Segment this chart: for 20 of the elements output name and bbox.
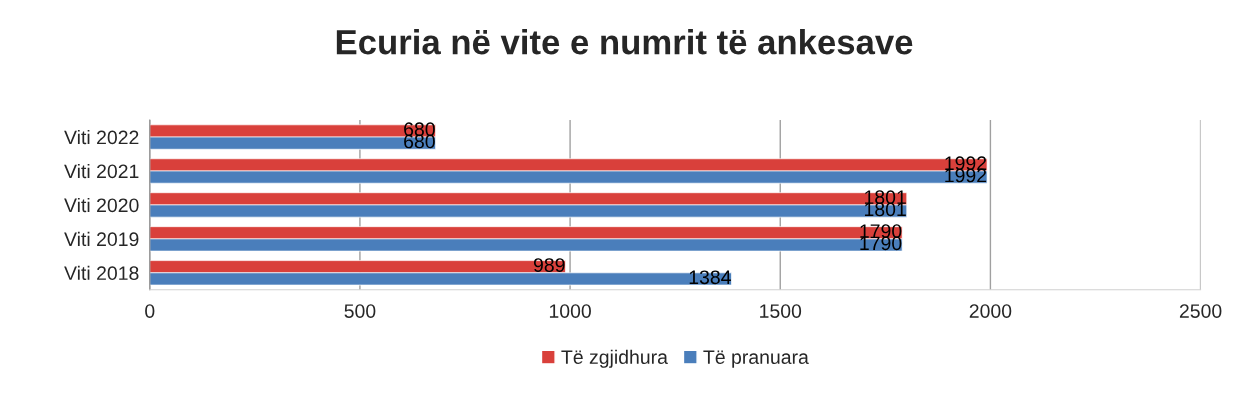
legend-label: Të zgjidhura (561, 349, 668, 368)
x-tick-label: 0 (145, 304, 155, 318)
data-label: 989 (533, 258, 565, 272)
chart-title: Ecuria në vite e numrit të ankesave (336, 28, 913, 55)
x-tick-label: 500 (344, 304, 376, 318)
data-label: 1801 (865, 202, 906, 217)
x-tick-label: 2500 (1179, 304, 1222, 318)
y-tick-label: Viti 2019 (64, 231, 139, 247)
y-tick-label: Viti 2018 (64, 265, 139, 281)
legend-label: Të pranuara (703, 350, 809, 368)
y-tick-label: Viti 2021 (64, 163, 139, 179)
x-tick-label: 1000 (549, 304, 591, 318)
data-label: 1790 (860, 236, 902, 251)
data-label: 1384 (689, 270, 731, 285)
data-label: 1790 (860, 224, 902, 238)
y-tick-label: Viti 2020 (64, 197, 139, 213)
x-tick-label: 1500 (760, 304, 802, 318)
x-tick-label: 2000 (969, 304, 1012, 318)
y-tick-label: Viti 2022 (64, 129, 139, 145)
data-label: 1801 (865, 190, 906, 205)
